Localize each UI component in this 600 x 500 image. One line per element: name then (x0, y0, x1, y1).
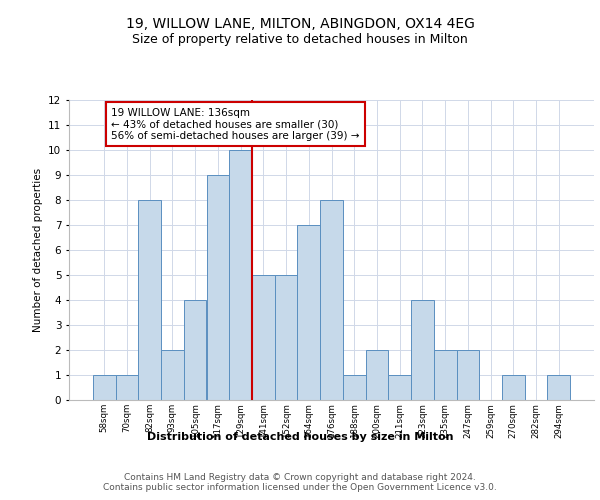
Text: 19 WILLOW LANE: 136sqm
← 43% of detached houses are smaller (30)
56% of semi-det: 19 WILLOW LANE: 136sqm ← 43% of detached… (111, 108, 359, 140)
Bar (206, 175, 229, 400)
Bar (184, 300, 206, 400)
Bar (275, 275, 298, 400)
Bar (252, 275, 275, 400)
Bar (139, 200, 161, 400)
Text: Size of property relative to detached houses in Milton: Size of property relative to detached ho… (132, 32, 468, 46)
Bar (161, 350, 184, 400)
Bar (547, 375, 570, 400)
Bar (298, 225, 320, 400)
Text: Contains HM Land Registry data © Crown copyright and database right 2024.
Contai: Contains HM Land Registry data © Crown c… (103, 472, 497, 492)
Bar (457, 350, 479, 400)
Bar (343, 375, 365, 400)
Bar (116, 375, 139, 400)
Bar (320, 200, 343, 400)
Text: 19, WILLOW LANE, MILTON, ABINGDON, OX14 4EG: 19, WILLOW LANE, MILTON, ABINGDON, OX14 … (125, 18, 475, 32)
Y-axis label: Number of detached properties: Number of detached properties (32, 168, 43, 332)
Bar (502, 375, 524, 400)
Bar (434, 350, 457, 400)
Bar (229, 150, 252, 400)
Bar (388, 375, 411, 400)
Bar (411, 300, 434, 400)
Bar (93, 375, 116, 400)
Text: Distribution of detached houses by size in Milton: Distribution of detached houses by size … (147, 432, 453, 442)
Bar (365, 350, 388, 400)
